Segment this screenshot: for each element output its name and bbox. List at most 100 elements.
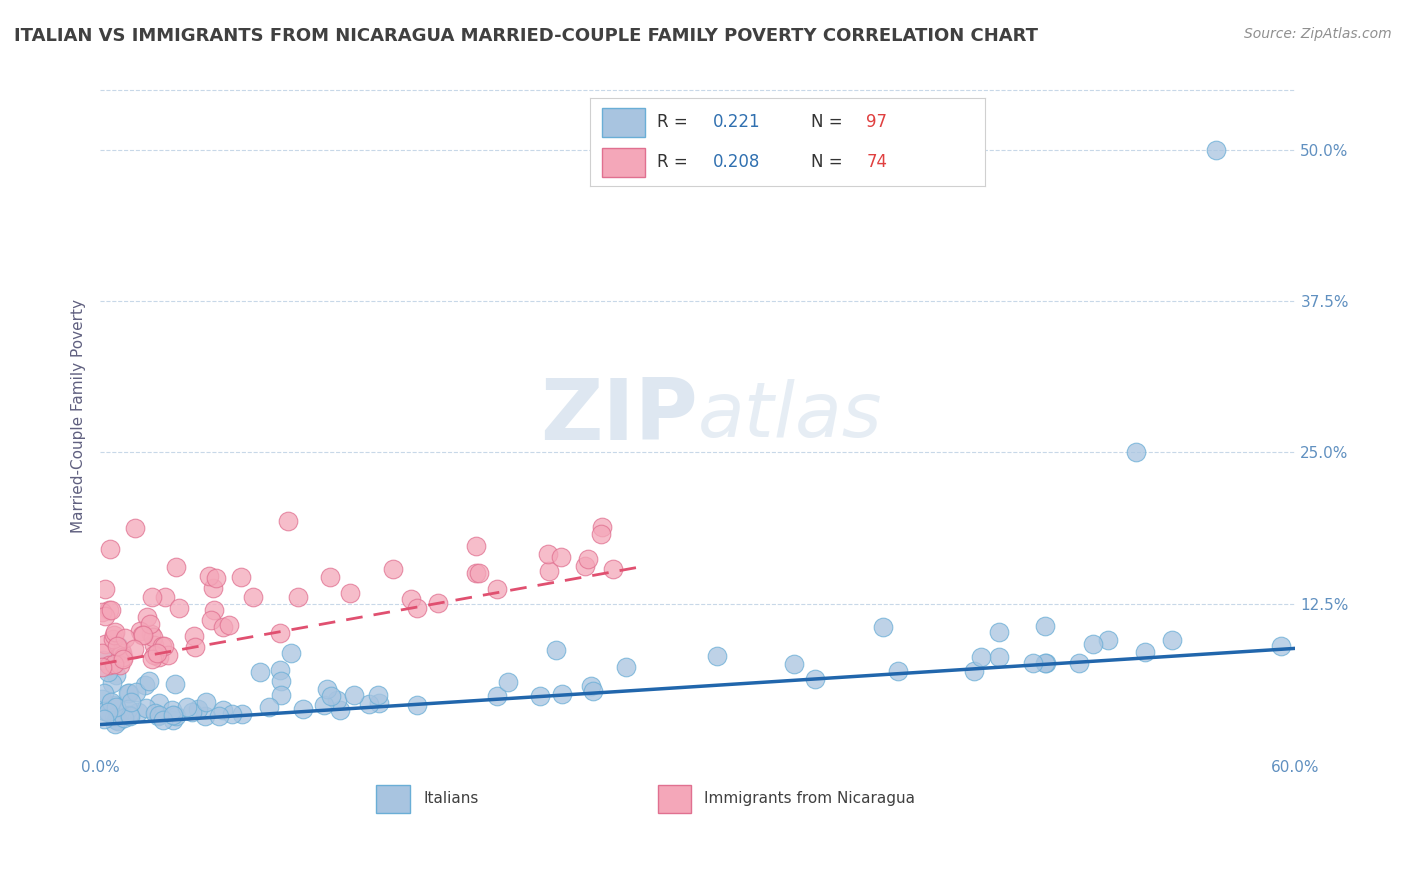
- Point: [118, 686, 141, 700]
- Text: Source: ZipAtlas.com: Source: ZipAtlas.com: [1244, 27, 1392, 41]
- Point: [165, 709, 187, 723]
- Point: [105, 668, 128, 682]
- Point: [963, 664, 986, 678]
- Point: [143, 638, 166, 652]
- Point: [194, 709, 217, 723]
- Point: [153, 591, 176, 605]
- Point: [108, 658, 131, 673]
- Point: [229, 570, 252, 584]
- Point: [94, 608, 117, 623]
- Point: [104, 716, 127, 731]
- Point: [579, 680, 602, 694]
- Point: [319, 570, 342, 584]
- Text: atlas: atlas: [697, 379, 883, 453]
- Point: [165, 559, 187, 574]
- Point: [550, 550, 572, 565]
- Point: [135, 610, 157, 624]
- Point: [887, 664, 910, 678]
- Point: [167, 600, 190, 615]
- Point: [242, 590, 264, 604]
- Point: [142, 648, 165, 662]
- Point: [93, 712, 115, 726]
- Point: [485, 582, 508, 597]
- Point: [118, 708, 141, 723]
- Point: [107, 640, 129, 654]
- Point: [148, 650, 170, 665]
- Point: [131, 628, 153, 642]
- Point: [988, 624, 1011, 639]
- Point: [496, 674, 519, 689]
- Point: [803, 673, 825, 687]
- Point: [529, 689, 551, 703]
- Point: [231, 707, 253, 722]
- Point: [181, 705, 204, 719]
- Point: [202, 603, 225, 617]
- Point: [138, 673, 160, 688]
- Point: [368, 696, 391, 710]
- Point: [184, 640, 207, 654]
- Point: [94, 705, 117, 719]
- Point: [1035, 657, 1057, 671]
- Point: [125, 685, 148, 699]
- Point: [200, 613, 222, 627]
- Point: [706, 649, 728, 664]
- Point: [91, 660, 114, 674]
- Point: [112, 711, 135, 725]
- Point: [103, 628, 125, 642]
- Point: [146, 646, 169, 660]
- Point: [592, 520, 614, 534]
- Point: [162, 713, 184, 727]
- Point: [150, 639, 173, 653]
- Point: [114, 631, 136, 645]
- Point: [97, 603, 120, 617]
- Point: [197, 569, 219, 583]
- Point: [105, 714, 128, 728]
- Point: [141, 591, 163, 605]
- Point: [339, 585, 361, 599]
- Point: [405, 601, 427, 615]
- Point: [249, 665, 271, 679]
- Text: ZIP: ZIP: [540, 375, 697, 458]
- Point: [93, 637, 115, 651]
- Point: [134, 677, 156, 691]
- Point: [1033, 619, 1056, 633]
- Point: [97, 657, 120, 672]
- Point: [329, 702, 352, 716]
- Point: [204, 570, 226, 584]
- Point: [93, 686, 115, 700]
- Point: [343, 688, 366, 702]
- Point: [122, 642, 145, 657]
- Point: [127, 705, 149, 719]
- Point: [1067, 657, 1090, 671]
- Point: [1270, 639, 1292, 653]
- Point: [602, 562, 624, 576]
- Point: [103, 698, 125, 713]
- Point: [399, 592, 422, 607]
- Point: [269, 626, 291, 640]
- Point: [987, 650, 1010, 665]
- Point: [176, 699, 198, 714]
- Point: [105, 699, 128, 714]
- Point: [100, 695, 122, 709]
- Point: [1097, 632, 1119, 647]
- Point: [537, 547, 560, 561]
- Point: [1205, 143, 1227, 157]
- Point: [96, 705, 118, 719]
- Point: [406, 698, 429, 712]
- Y-axis label: Married-Couple Family Poverty: Married-Couple Family Poverty: [72, 299, 86, 533]
- Point: [107, 714, 129, 729]
- Point: [277, 514, 299, 528]
- Point: [160, 703, 183, 717]
- Point: [259, 699, 281, 714]
- Point: [132, 628, 155, 642]
- Point: [202, 581, 225, 595]
- Point: [98, 541, 121, 556]
- Point: [426, 596, 449, 610]
- Point: [211, 703, 233, 717]
- Point: [105, 639, 128, 653]
- Point: [326, 693, 349, 707]
- Point: [1125, 445, 1147, 459]
- Point: [1033, 656, 1056, 670]
- Point: [162, 708, 184, 723]
- Point: [614, 659, 637, 673]
